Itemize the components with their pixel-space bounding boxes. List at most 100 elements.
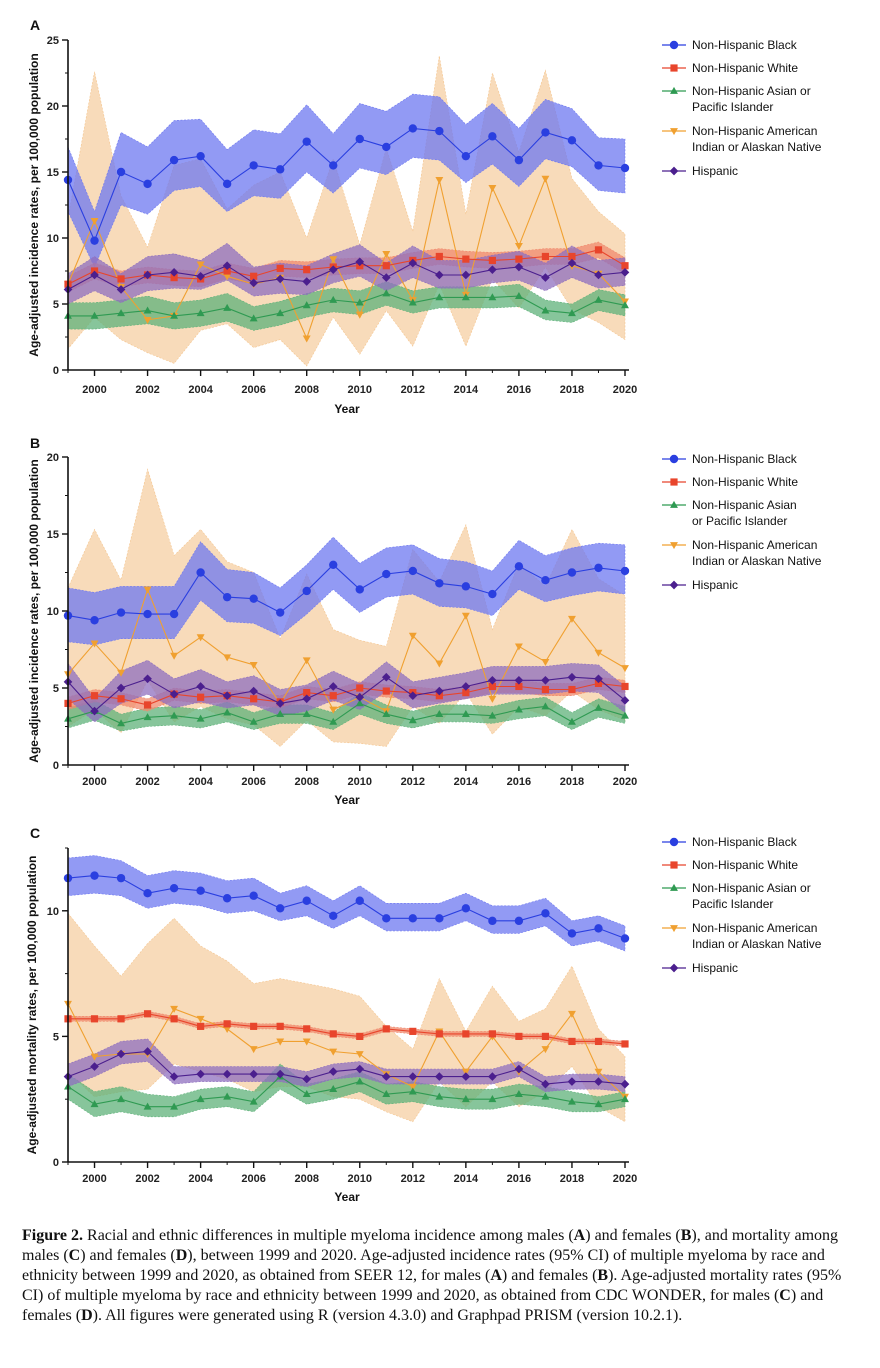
data-point-hispanic-2017 [541,1079,550,1089]
data-point-non-hispanic-black-2013 [435,579,444,588]
data-point-non-hispanic-american-indian-or-alaskan-native-2013 [435,660,444,668]
data-point-non-hispanic-black-2004 [196,568,205,577]
caption-body: Racial and ethnic differences in multipl… [22,1227,841,1324]
data-point-non-hispanic-asian-or-pacific-islander-2002 [143,713,152,721]
data-point-non-hispanic-american-indian-or-alaskan-native-2004 [196,634,205,642]
legend-label: Non-Hispanic American [692,124,817,138]
caption-segment-3: B [680,1227,692,1244]
data-point-non-hispanic-american-indian-or-alaskan-native-2007 [276,1038,285,1046]
data-point-non-hispanic-black-2007 [275,904,285,913]
data-point-non-hispanic-black-2008 [302,586,311,596]
series-line-non-hispanic-american-indian-or-alaskan-native [67,1003,626,1098]
legend-marker-hispanic-icon [669,166,679,176]
caption-segment-15: D [81,1307,93,1324]
caption-segment-4: ), and mortality among males ( [22,1227,839,1264]
x-tick-label: 2000 [82,1173,106,1185]
data-point-non-hispanic-asian-or-pacific-islander-2010 [355,298,364,306]
legend-label: Pacific Islander [692,100,773,114]
data-point-hispanic-2004 [196,682,205,691]
data-point-non-hispanic-american-indian-or-alaskan-native-2011 [382,250,391,258]
data-point-non-hispanic-white-2004 [197,1022,205,1030]
data-point-hispanic-2009 [328,682,338,691]
data-point-hispanic-2003 [169,268,179,277]
legend-label: Non-Hispanic Black [692,38,798,52]
x-tick-label: 2014 [454,384,479,396]
data-point-non-hispanic-black-2019 [594,924,603,933]
data-point-non-hispanic-white-2015 [488,256,496,265]
data-point-non-hispanic-black-2009 [329,560,338,569]
data-point-non-hispanic-american-indian-or-alaskan-native-2002 [143,316,152,324]
data-point-non-hispanic-american-indian-or-alaskan-native-2019 [594,649,603,657]
data-point-hispanic-2000 [90,706,99,716]
data-point-non-hispanic-asian-or-pacific-islander-2008 [302,301,311,309]
legend-label: Non-Hispanic Asian or [692,84,811,98]
data-point-non-hispanic-black-2001 [116,873,126,883]
data-point-non-hispanic-white-2004 [197,693,205,701]
legend-item-non-hispanic-asian-or-pacific-islander: Non-Hispanic Asian or Pacific Islander [662,84,811,114]
data-point-hispanic-2014 [461,270,471,280]
data-point-hispanic-2010 [355,257,365,267]
data-point-non-hispanic-asian-or-pacific-islander-2017 [541,1092,550,1100]
data-point-hispanic-2016 [514,1064,524,1074]
legend-marker-non-hispanic-asian-or-pacific-islander-icon [670,86,678,94]
series-non-hispanic-asian-or-pacific-islander [64,1072,629,1110]
data-point-non-hispanic-black-2015 [488,132,497,141]
data-point-hispanic-2006 [249,686,258,696]
data-point-non-hispanic-white-2008 [303,689,311,697]
data-point-non-hispanic-asian-or-pacific-islander-2003 [170,311,179,319]
data-point-non-hispanic-asian-or-pacific-islander-2016 [514,705,523,713]
axes-c: 0 5 10 2000 2002 2004 2006 2008 2010 2012 2014 2016… [47,847,637,1185]
data-point-non-hispanic-asian-or-pacific-islander-2020 [621,711,629,719]
data-point-non-hispanic-white-2020 [621,262,629,270]
ci-band-non-hispanic-asian-or-pacific-islander [67,1063,626,1118]
data-point-non-hispanic-black-2005 [222,179,232,189]
data-point-non-hispanic-white-2003 [170,274,178,282]
data-point-hispanic-2015 [488,1072,497,1081]
data-point-non-hispanic-american-indian-or-alaskan-native-2001 [117,669,126,677]
caption-segment-14: ) and females ( [22,1287,824,1324]
panel-letter-a: A [30,17,40,33]
caption-segment-10: ) and females ( [501,1267,598,1284]
data-point-non-hispanic-black-2014 [461,904,471,913]
data-point-non-hispanic-black-2016 [514,155,524,165]
data-point-non-hispanic-asian-or-pacific-islander-2011 [382,289,391,297]
legend-label: Non-Hispanic Asian [692,498,797,512]
x-tick-label: 2006 [241,1173,265,1185]
data-point-non-hispanic-asian-or-pacific-islander-2005 [223,708,232,716]
data-point-non-hispanic-black-2018 [567,929,577,938]
ci-band-hispanic [67,1038,626,1093]
data-point-hispanic-2016 [514,675,524,685]
data-point-non-hispanic-asian-or-pacific-islander-2005 [223,303,232,311]
chart-panel-b: B 0 5 10 15 20 2000 2002 2004 2006 2008 2010 2012 201… [0,430,880,820]
data-point-non-hispanic-american-indian-or-alaskan-native-2018 [567,615,576,623]
legend-marker-non-hispanic-asian-or-pacific-islander-icon [670,883,678,891]
data-point-non-hispanic-black-2020 [620,163,630,173]
data-point-non-hispanic-black-2014 [461,151,471,161]
data-point-non-hispanic-american-indian-or-alaskan-native-2005 [223,654,232,662]
data-point-hispanic-2020 [620,268,630,277]
data-point-hispanic-2014 [461,682,471,691]
data-point-non-hispanic-american-indian-or-alaskan-native-2006 [249,1046,258,1054]
x-tick-label: 2008 [294,776,318,788]
data-point-non-hispanic-american-indian-or-alaskan-native-2020 [621,665,629,673]
x-tick-label: 2012 [401,384,425,396]
data-point-non-hispanic-white-2013 [435,1030,443,1038]
data-point-non-hispanic-white-2011 [382,687,390,695]
legend-marker-non-hispanic-white-icon [670,478,678,486]
data-point-non-hispanic-black-2012 [408,124,418,133]
data-point-non-hispanic-black-2018 [567,568,577,577]
data-point-hispanic-2004 [196,271,205,281]
data-point-hispanic-2008 [302,1074,312,1084]
series-line-non-hispanic-american-indian-or-alaskan-native [67,587,626,712]
data-point-hispanic-2014 [461,1072,471,1081]
data-point-non-hispanic-black-2002 [143,609,152,619]
data-point-non-hispanic-asian-or-pacific-islander-2019 [594,1100,603,1108]
series-non-hispanic-black [63,560,630,625]
data-point-non-hispanic-black-2000 [90,236,99,245]
y-tick-label: 0 [53,1157,59,1169]
data-point-hispanic-2010 [355,1064,365,1074]
legend-item-non-hispanic-black: Non-Hispanic Black [662,38,798,52]
data-point-non-hispanic-white-2014 [462,689,470,697]
data-point-non-hispanic-white-2018 [568,252,576,261]
legend-label: Indian or Alaskan Native [692,554,822,568]
